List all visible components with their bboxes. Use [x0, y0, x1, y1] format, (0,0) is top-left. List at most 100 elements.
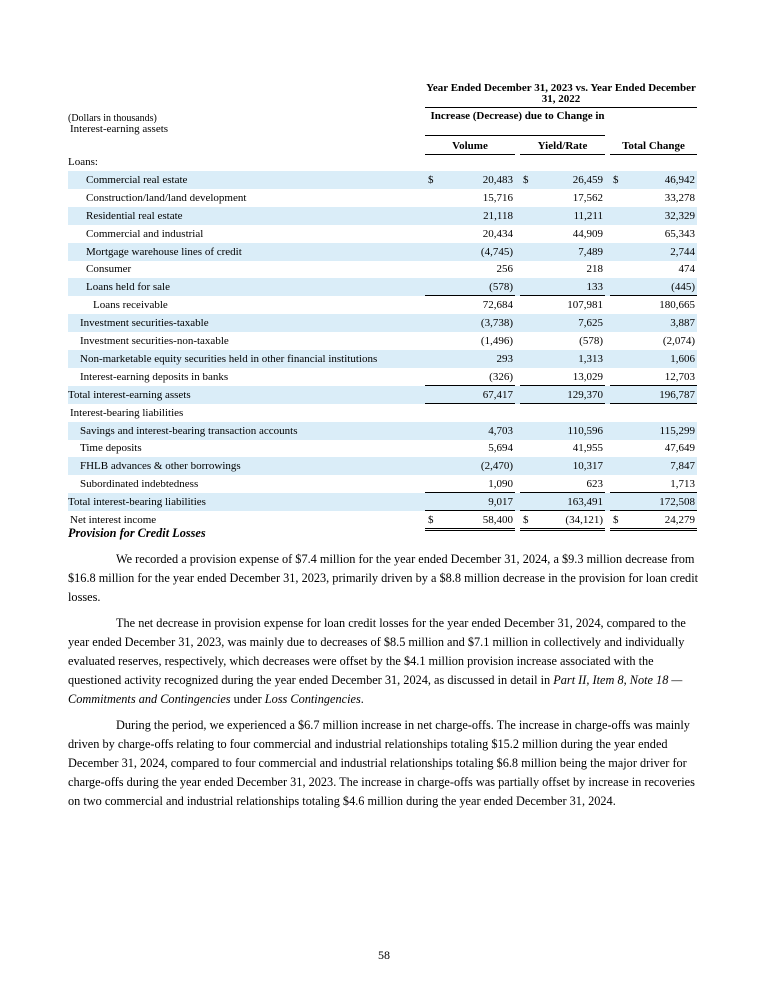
- currency: $: [523, 514, 529, 526]
- value: 5,694: [488, 442, 513, 455]
- table-row: Interest-bearing liabilities: [68, 404, 697, 422]
- value: 13,029: [572, 370, 603, 383]
- value: 72,684: [482, 299, 513, 312]
- row-label: Total interest-earning assets: [68, 388, 191, 401]
- value: 110,596: [567, 424, 603, 437]
- value: (2,470): [480, 460, 513, 473]
- row-label: Mortgage warehouse lines of credit: [86, 245, 242, 258]
- value: 2,744: [670, 245, 695, 258]
- value: 107,981: [567, 299, 603, 312]
- value-cell: 32,329: [610, 207, 697, 224]
- value-cell: 11,211: [520, 207, 605, 224]
- value: (578): [579, 335, 603, 347]
- value: 1,090: [488, 478, 513, 491]
- row-label: Loans receivable: [93, 299, 168, 312]
- table-row: Time deposits 5,694 41,955 47,649: [68, 439, 697, 457]
- value-cell: (4,745): [425, 243, 515, 260]
- value: 33,278: [664, 191, 695, 204]
- paragraph: The net decrease in provision expense fo…: [68, 614, 700, 709]
- value-cell: 110,596: [520, 422, 605, 439]
- value: 256: [496, 263, 514, 276]
- table-row: Loans receivable 72,684 107,981 180,665: [68, 296, 697, 314]
- value-cell: 133: [520, 278, 605, 297]
- currency: $: [613, 173, 619, 186]
- value-cell: 256: [425, 260, 515, 277]
- value-cell: $58,400: [425, 511, 515, 531]
- table-row: Interest-earning deposits in banks (326) 1…: [68, 368, 697, 386]
- value: 1,606: [670, 352, 695, 365]
- value-cell: 4,703: [425, 422, 515, 439]
- value-cell: 9,017: [425, 493, 515, 512]
- value: (34,121): [565, 514, 603, 526]
- table-row: Commercial real estate $20,483 $26,459 $46,…: [68, 170, 697, 189]
- table-row: Loans held for sale (578) 133 (445): [68, 278, 697, 297]
- value-cell: (3,738): [425, 314, 515, 331]
- value: 44,909: [572, 227, 603, 240]
- value: 58,400: [482, 514, 513, 526]
- column-header: Total Change: [610, 141, 697, 155]
- value: 10,317: [572, 460, 603, 473]
- value-cell: 41,955: [520, 439, 605, 456]
- table-row: Construction/land/land development 15,716…: [68, 189, 697, 207]
- paragraph: During the period, we experienced a $6.7…: [68, 716, 700, 811]
- table-row: Net interest income $58,400 $ (34,121) $24,2…: [68, 511, 697, 531]
- table-row: FHLB advances & other borrowings (2,470) 1…: [68, 457, 697, 476]
- value: (578): [489, 281, 513, 294]
- value-cell: 129,370: [520, 386, 605, 404]
- value: 163,491: [567, 496, 603, 509]
- value: 133: [586, 281, 604, 294]
- value: 129,370: [567, 388, 603, 401]
- value-cell: 1,313: [520, 350, 605, 367]
- currency: $: [428, 173, 434, 186]
- italic-reference: Loss Contingencies: [264, 692, 361, 706]
- section: Provision for Credit Losses We recorded …: [68, 524, 700, 818]
- table-row: Non-marketable equity securities held in…: [68, 349, 697, 368]
- value-cell: 7,625: [520, 314, 605, 331]
- row-label: Net interest income: [70, 514, 157, 526]
- value-cell: 20,434: [425, 225, 515, 242]
- text-run: under: [230, 692, 265, 706]
- row-label: Subordinated indebtedness: [80, 478, 199, 491]
- value-cell: 47,649: [610, 439, 697, 456]
- table-row: Mortgage warehouse lines of credit (4,745…: [68, 242, 697, 261]
- row-label: Construction/land/land development: [86, 191, 247, 204]
- value: 1,713: [670, 478, 695, 491]
- currency: $: [428, 514, 434, 526]
- value: (1,496): [480, 335, 513, 347]
- row-label: FHLB advances & other borrowings: [80, 460, 241, 473]
- group-header: Increase (Decrease) due to Change in: [430, 110, 605, 122]
- value-cell: 5,694: [425, 439, 515, 456]
- value-cell: 1,713: [610, 475, 697, 494]
- value-cell: 7,489: [520, 243, 605, 260]
- value-cell: 107,981: [520, 296, 605, 313]
- text-run: The net decrease in provision expense fo…: [68, 616, 686, 687]
- value-cell: 163,491: [520, 493, 605, 512]
- paragraph: We recorded a provision expense of $7.4 …: [68, 550, 700, 607]
- value: (4,745): [480, 245, 513, 258]
- value: (326): [489, 370, 513, 383]
- value-cell: (2,074): [610, 332, 697, 349]
- value: 24,279: [664, 514, 695, 526]
- value-cell: 21,118: [425, 207, 515, 224]
- currency: $: [523, 173, 529, 186]
- value-cell: 12,703: [610, 368, 697, 386]
- value-cell: 172,508: [610, 493, 697, 512]
- value: 180,665: [659, 299, 695, 312]
- value: 47,649: [664, 442, 695, 455]
- value: 20,434: [482, 227, 513, 240]
- row-label: Loans:: [68, 156, 98, 168]
- value: 172,508: [659, 496, 695, 509]
- table-row: Investment securities-non-taxable (1,496)…: [68, 332, 697, 350]
- table-row: Residential real estate 21,118 11,211 32,32…: [68, 206, 697, 225]
- section-label: Interest-earning assets: [70, 123, 169, 135]
- value-cell: (578): [425, 278, 515, 297]
- value-cell: (2,470): [425, 457, 515, 474]
- value: 11,211: [573, 209, 603, 222]
- value: (445): [671, 281, 695, 294]
- value: 65,343: [664, 227, 695, 240]
- value: 7,489: [578, 245, 603, 258]
- value-cell: (326): [425, 368, 515, 386]
- period-header: Year Ended December 31, 2023 vs. Year En…: [426, 82, 696, 105]
- value: 7,847: [670, 460, 695, 473]
